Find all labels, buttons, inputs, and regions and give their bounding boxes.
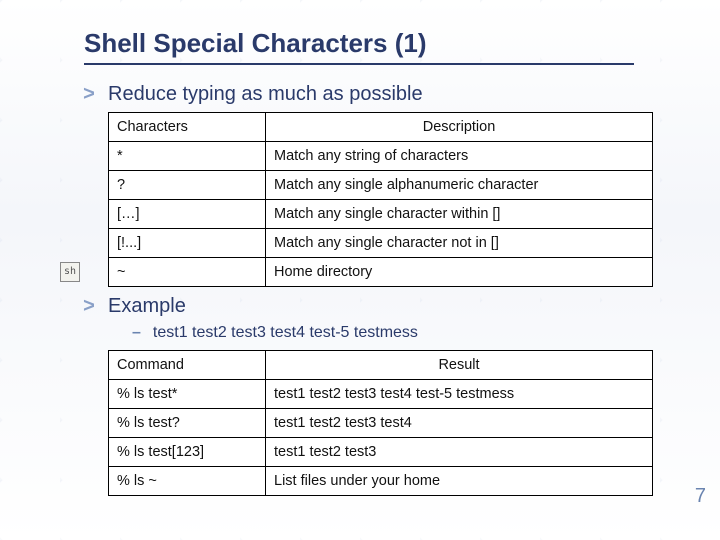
desc-cell: Match any single character within []: [266, 200, 653, 229]
cmd-cell: % ls test[123]: [109, 438, 266, 467]
desc-cell: Home directory: [266, 258, 653, 287]
characters-header: Characters: [109, 113, 266, 142]
result-cell: test1 test2 test3 test4: [266, 409, 653, 438]
result-cell: test1 test2 test3: [266, 438, 653, 467]
dash-icon: –: [132, 324, 141, 342]
char-cell: *: [109, 142, 266, 171]
char-cell: ~: [109, 258, 266, 287]
cmd-cell: % ls test?: [109, 409, 266, 438]
table-row: % ls test? test1 test2 test3 test4: [109, 409, 653, 438]
characters-table: Characters Description * Match any strin…: [108, 112, 653, 287]
cmd-cell: % ls test*: [109, 380, 266, 409]
table-row: % ls ~ List files under your home: [109, 467, 653, 496]
command-header: Command: [109, 351, 266, 380]
cmd-cell: % ls ~: [109, 467, 266, 496]
slide: Shell Special Characters (1) > Reduce ty…: [0, 0, 720, 540]
commands-table: Command Result % ls test* test1 test2 te…: [108, 350, 653, 496]
page-title: Shell Special Characters (1): [84, 28, 672, 59]
result-cell: test1 test2 test3 test4 test-5 testmess: [266, 380, 653, 409]
table-row: Command Result: [109, 351, 653, 380]
shell-file-icon: sh: [60, 262, 80, 282]
result-header: Result: [266, 351, 653, 380]
bullet-example: > Example: [80, 295, 672, 318]
chevron-icon: >: [80, 295, 98, 318]
result-cell: List files under your home: [266, 467, 653, 496]
bullet-reduce: > Reduce typing as much as possible: [80, 83, 672, 106]
chevron-icon: >: [80, 83, 98, 106]
table-row: Characters Description: [109, 113, 653, 142]
char-cell: ?: [109, 171, 266, 200]
bullet-example-text: Example: [108, 295, 186, 318]
title-underline: [84, 63, 634, 65]
desc-cell: Match any string of characters: [266, 142, 653, 171]
bullet-reduce-text: Reduce typing as much as possible: [108, 83, 423, 106]
description-header: Description: [266, 113, 653, 142]
table-row: ~ Home directory: [109, 258, 653, 287]
table-row: […] Match any single character within []: [109, 200, 653, 229]
char-cell: […]: [109, 200, 266, 229]
char-cell: [!...]: [109, 229, 266, 258]
example-filelist-text: test1 test2 test3 test4 test-5 testmess: [153, 324, 418, 342]
table-row: % ls test[123] test1 test2 test3: [109, 438, 653, 467]
example-filelist: – test1 test2 test3 test4 test-5 testmes…: [132, 324, 672, 342]
table-row: % ls test* test1 test2 test3 test4 test-…: [109, 380, 653, 409]
table-row: * Match any string of characters: [109, 142, 653, 171]
table-row: ? Match any single alphanumeric characte…: [109, 171, 653, 200]
table-row: [!...] Match any single character not in…: [109, 229, 653, 258]
desc-cell: Match any single alphanumeric character: [266, 171, 653, 200]
desc-cell: Match any single character not in []: [266, 229, 653, 258]
